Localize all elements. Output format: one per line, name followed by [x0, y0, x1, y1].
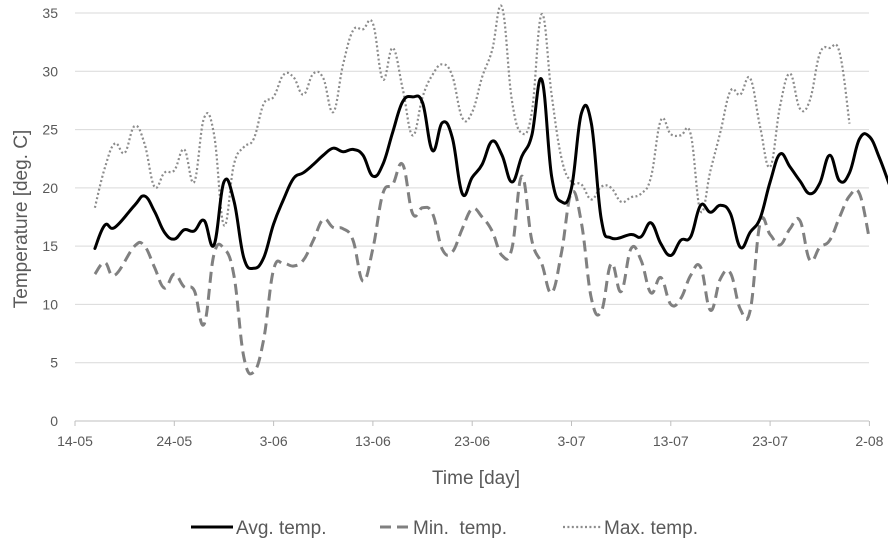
- x-tick-label: 13-07: [653, 433, 689, 449]
- x-tick-label: 23-07: [752, 433, 788, 449]
- x-axis-title: Time [day]: [432, 468, 520, 489]
- y-tick-labels: 0 5 10 15 20 25 30 35: [42, 5, 58, 429]
- x-tick-label: 14-05: [57, 433, 93, 449]
- y-tick-label: 15: [42, 238, 58, 254]
- x-tick-label: 24-05: [156, 433, 192, 449]
- y-tick-label: 10: [42, 296, 58, 312]
- y-tick-label: 20: [42, 180, 58, 196]
- y-tick-label: 30: [42, 63, 58, 79]
- series-line-dashed: [93, 161, 871, 376]
- gridlines: [75, 12, 869, 364]
- series-lines: [93, 4, 888, 376]
- x-tick-label: 13-06: [355, 433, 391, 449]
- y-tick-label: 5: [50, 355, 58, 371]
- legend-label: Min. temp.: [413, 518, 507, 538]
- legend: Avg. temp. Min. temp. Max. temp.: [191, 518, 698, 538]
- y-tick-label: 35: [42, 5, 58, 21]
- y-axis-title: Temperature [deg. C]: [11, 130, 32, 308]
- x-tick-labels: 14-05 24-05 3-06 13-06 23-06 3-07 13-07 23-07 2-…: [57, 421, 884, 449]
- x-tick-label: 23-06: [454, 433, 490, 449]
- x-tick-label: 3-07: [557, 433, 585, 449]
- legend-label: Max. temp.: [604, 518, 698, 538]
- y-tick-label: 0: [50, 413, 58, 429]
- series-line-dotted: [93, 4, 851, 227]
- legend-label: Avg. temp.: [236, 518, 326, 538]
- series-line-solid: [93, 77, 888, 271]
- x-tick-label: 2-08: [855, 433, 883, 449]
- x-tick-label: 3-06: [260, 433, 288, 449]
- y-tick-label: 25: [42, 122, 58, 138]
